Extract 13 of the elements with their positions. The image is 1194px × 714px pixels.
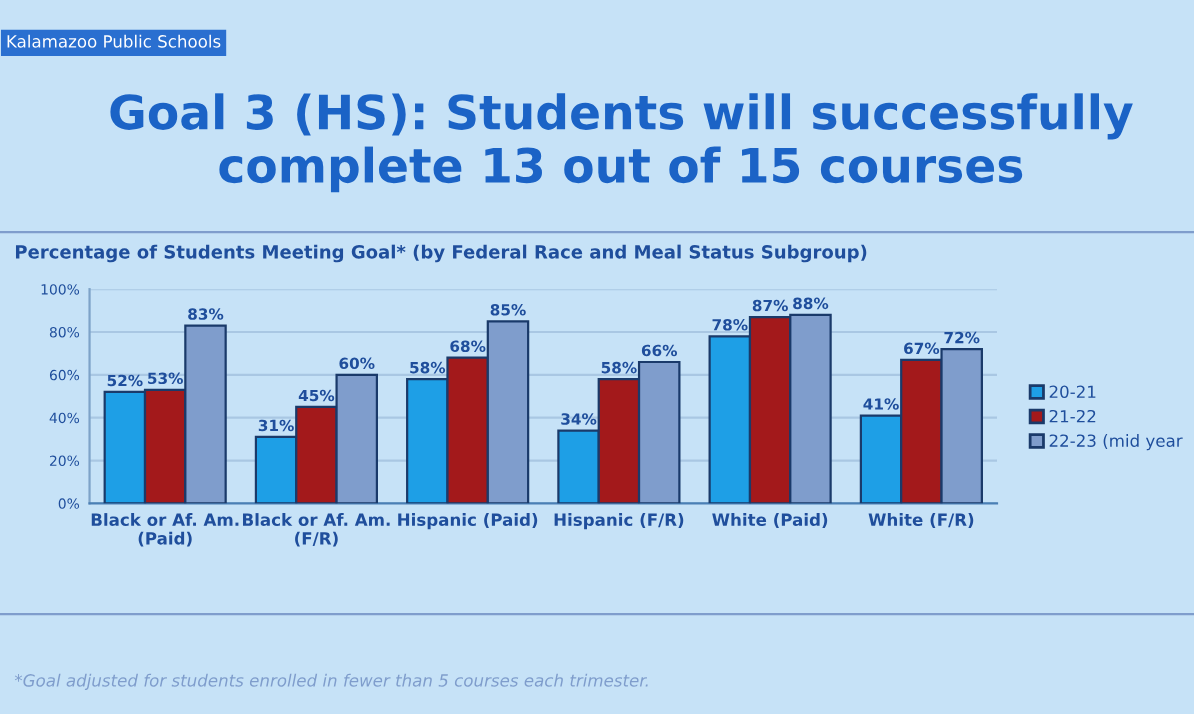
text: Kalamazoo Public Schools [7,34,221,48]
x-tick-label: Hispanic (F/R) [554,513,684,530]
legend-label: 21-22 [1049,409,1096,423]
x-tick-label: White (Paid) [712,513,828,528]
legend-label: 22-23 (mid year [1049,434,1183,451]
x-tick-label: Black or Af. Am. (Paid) [91,513,239,547]
chart-title: Goal 3 (HS): Students will successfully complete 13 out of 15 courses [110,93,1133,193]
x-tick-label: Hispanic (Paid) [398,513,538,530]
x-tick-label: Black or Af. Am. (F/R) [243,513,390,547]
x-tick-label: White (F/R) [868,513,974,528]
legend-label: 20-21 [1049,385,1096,399]
chart-subtitle: Percentage of Students Meeting Goal* (by Federal Race and Meal Status Subgroup) [15,244,867,263]
text: *Goal adjusted for students enrolled in fewer than 5 courses each trimester. [14,673,648,690]
